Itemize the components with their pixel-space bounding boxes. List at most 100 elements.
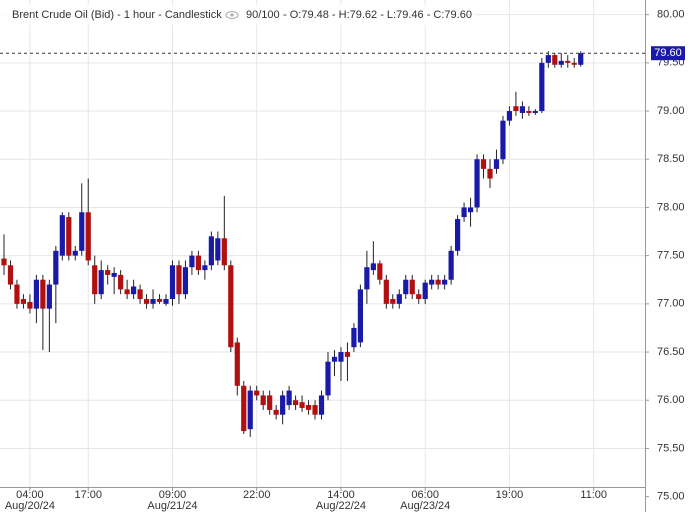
candle-body — [312, 405, 318, 415]
candle-body — [513, 106, 519, 112]
candle-body — [370, 263, 376, 271]
candle-body — [215, 238, 221, 261]
x-tick-label: 09:00 — [159, 489, 187, 501]
candle-body — [111, 272, 117, 277]
candle-body — [131, 286, 137, 295]
candle-body — [299, 402, 305, 408]
candle-body — [202, 265, 208, 271]
candle-body — [480, 159, 487, 169]
x-tick-label: 19:00 — [496, 489, 524, 501]
candle-body — [403, 279, 409, 295]
y-tick-label: 80.00 — [657, 9, 685, 21]
candle-body — [53, 250, 59, 285]
candle-body — [539, 62, 545, 112]
y-tick-label: 75.00 — [657, 491, 685, 503]
candle-body — [163, 299, 169, 304]
candle-body — [487, 168, 493, 179]
candle-body — [98, 270, 104, 295]
candle-body — [221, 238, 227, 266]
ohlc-readout: - O:79.48 - H:79.62 - L:79.46 - C:79.60 — [283, 9, 472, 21]
candle-body — [351, 327, 357, 348]
chart-title: Brent Crude Oil (Bid) - 1 hour - Candles… — [12, 9, 222, 21]
y-tick-label: 76.00 — [657, 394, 685, 406]
x-tick-label: 04:00 — [16, 489, 44, 501]
candle-body — [118, 274, 124, 290]
candle-body — [357, 289, 363, 343]
y-tick-label: 79.00 — [657, 105, 685, 117]
candle-body — [92, 265, 98, 295]
candle-body — [552, 55, 558, 65]
candle-body — [293, 400, 299, 406]
current-price-label: 79.60 — [654, 47, 682, 59]
candle-body — [208, 236, 214, 266]
candle-body — [254, 390, 260, 396]
candle-body — [442, 279, 448, 285]
candle-body — [396, 294, 402, 304]
current-price-box — [651, 46, 685, 61]
candle-body — [422, 282, 428, 300]
candle-body — [578, 53, 584, 65]
x-date-label: Aug/22/24 — [316, 500, 366, 512]
y-tick-label: 76.50 — [657, 346, 685, 358]
candle-body — [532, 111, 538, 113]
candle-body — [338, 352, 344, 362]
candle-body — [46, 284, 52, 309]
candle-body — [234, 342, 240, 386]
visibility-icon[interactable] — [225, 11, 239, 19]
candle-body — [429, 279, 435, 285]
candle-body — [435, 279, 441, 285]
candle-body — [558, 60, 564, 65]
x-date-label: Aug/23/24 — [400, 500, 450, 512]
y-tick-label: 77.00 — [657, 298, 685, 310]
x-date-label: Aug/20/24 — [5, 500, 55, 512]
candle-body — [20, 299, 27, 304]
candle-body — [260, 395, 266, 406]
candle-body — [500, 120, 506, 160]
y-tick-label: 78.50 — [657, 153, 685, 165]
candle-body — [33, 279, 39, 309]
candle-body — [156, 299, 163, 302]
candle-body — [1, 258, 7, 266]
candle-body — [571, 62, 577, 65]
y-tick-label: 78.00 — [657, 201, 685, 213]
candle-body — [195, 255, 201, 271]
candle-body — [150, 299, 156, 304]
candle-body — [286, 390, 292, 406]
candle-body — [474, 159, 480, 208]
candle-body — [7, 265, 14, 285]
candle-body — [143, 299, 150, 304]
candle-body — [124, 289, 130, 295]
candle-body — [27, 301, 33, 309]
candle-body — [325, 361, 331, 396]
x-tick-label: 11:00 — [580, 489, 607, 501]
candle-body — [344, 352, 351, 357]
candle-body — [493, 159, 500, 169]
candle-body — [267, 395, 273, 410]
candle-body — [448, 250, 454, 280]
candle-body — [85, 212, 91, 261]
candle-body — [461, 207, 467, 218]
y-tick-label: 77.50 — [657, 250, 685, 262]
candle-body — [305, 405, 312, 410]
candle-body — [273, 409, 279, 415]
candle-body — [137, 289, 143, 300]
candle-body — [383, 279, 389, 304]
y-tick-label: 75.50 — [657, 442, 685, 454]
candle-body — [364, 267, 370, 290]
candle-body — [526, 111, 532, 113]
candle-body — [59, 215, 65, 256]
candle-body — [416, 294, 422, 300]
candle-body — [66, 217, 72, 256]
candle-body — [565, 60, 571, 63]
eye-pupil[interactable] — [230, 13, 234, 17]
candle-body — [169, 265, 176, 300]
x-tick-label: 22:00 — [243, 489, 271, 501]
eye[interactable] — [225, 11, 239, 19]
counter: 90/100 — [246, 9, 280, 21]
candle-body — [331, 356, 338, 362]
x-date-label: Aug/21/24 — [147, 500, 197, 512]
candle-body — [105, 270, 111, 275]
candle-body — [182, 267, 189, 295]
candle-body — [545, 55, 551, 63]
